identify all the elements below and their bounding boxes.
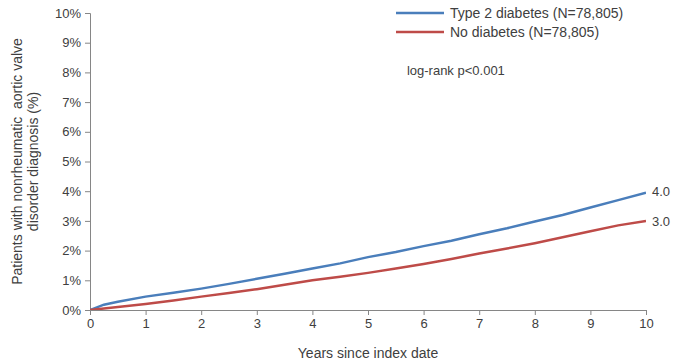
tick-label: 8 xyxy=(532,316,539,331)
series-group xyxy=(90,193,646,310)
tick-mark xyxy=(257,310,258,315)
tick: 7 xyxy=(476,310,483,331)
annotation: log-rank p<0.001 xyxy=(407,63,505,78)
y-axis-title-line: disorder diagnosis (%) xyxy=(25,92,41,231)
tick: 9% xyxy=(62,35,90,50)
axis-line xyxy=(91,311,647,316)
tick-label: 8% xyxy=(62,65,81,80)
tick-label: 3% xyxy=(62,214,81,229)
tick-label: 9% xyxy=(62,35,81,50)
tick-label: 0 xyxy=(87,316,94,331)
tick: 10 xyxy=(639,310,653,331)
tick: 0 xyxy=(87,310,94,331)
tick-mark xyxy=(85,132,90,133)
tick-label: 9 xyxy=(587,316,594,331)
tick-mark xyxy=(85,251,90,252)
tick: 10% xyxy=(55,6,90,21)
tick-mark xyxy=(85,43,90,44)
y-axis: 0% 1% 2% 3% 4% 5% 6% 7% 8% 9% 10% xyxy=(55,6,91,318)
tick-label: 5% xyxy=(62,154,81,169)
tick: 4% xyxy=(62,184,90,199)
tick: 1 xyxy=(142,310,149,331)
tick-mark xyxy=(85,280,90,281)
tick-mark xyxy=(85,162,90,163)
tick: 1% xyxy=(62,273,90,288)
tick-label: 2% xyxy=(62,243,81,258)
tick-label: 7% xyxy=(62,95,81,110)
tick: 5 xyxy=(365,310,372,331)
tick: 3% xyxy=(62,214,90,229)
legend-entry: No diabetes (N=78,805) xyxy=(396,24,599,40)
axis-line xyxy=(85,14,91,311)
plot: 0 1 2 3 4 5 6 7 8 9 10 0% 1% 2% 3% 4% 5% 6% 7% 8% 9% 10% Type … xyxy=(55,5,670,331)
tick: 4 xyxy=(309,310,316,331)
tick-mark xyxy=(146,310,147,315)
legend: Type 2 diabetes (N=78,805) No diabetes (N… xyxy=(396,5,623,40)
tick: 9 xyxy=(587,310,594,331)
tick: 6% xyxy=(62,124,90,139)
tick-label: 10 xyxy=(639,316,653,331)
tick-label: 4 xyxy=(309,316,316,331)
tick-mark xyxy=(646,310,647,315)
tick-label: 6 xyxy=(420,316,427,331)
tick-label: 1 xyxy=(142,316,149,331)
x-axis-title: Years since index date xyxy=(298,345,439,361)
tick-label: 0% xyxy=(62,303,81,318)
tick-label: 2 xyxy=(198,316,205,331)
annotation: 4.0 xyxy=(652,184,670,199)
tick-mark xyxy=(424,310,425,315)
tick-label: 10% xyxy=(55,6,81,21)
tick-mark xyxy=(201,310,202,315)
series-line xyxy=(90,221,646,310)
tick: 6 xyxy=(420,310,427,331)
tick-mark xyxy=(85,310,90,311)
tick: 0% xyxy=(62,303,90,318)
tick-mark xyxy=(85,191,90,192)
annotation: 3.0 xyxy=(652,214,670,229)
x-axis: 0 1 2 3 4 5 6 7 8 9 10 xyxy=(87,310,654,331)
tick: 7% xyxy=(62,95,90,110)
tick-mark xyxy=(85,221,90,222)
y-axis-title-line: Patients with nonrheumatic aortic valve xyxy=(9,38,25,285)
tick-mark xyxy=(85,13,90,14)
tick: 8 xyxy=(532,310,539,331)
series-line xyxy=(90,193,646,310)
tick-label: 4% xyxy=(62,184,81,199)
tick-mark xyxy=(590,310,591,315)
tick: 8% xyxy=(62,65,90,80)
tick-mark xyxy=(85,102,90,103)
tick-mark xyxy=(479,310,480,315)
legend-label: Type 2 diabetes (N=78,805) xyxy=(450,5,623,21)
chart: 0 1 2 3 4 5 6 7 8 9 10 0% 1% 2% 3% 4% 5% 6% 7% 8% 9% 10% Type … xyxy=(0,0,674,362)
y-axis-title: Patients with nonrheumatic aortic valved… xyxy=(9,38,41,285)
legend-entry: Type 2 diabetes (N=78,805) xyxy=(396,5,623,21)
tick-label: 6% xyxy=(62,124,81,139)
tick-label: 1% xyxy=(62,273,81,288)
tick: 3 xyxy=(254,310,261,331)
tick-mark xyxy=(535,310,536,315)
legend-swatch xyxy=(396,31,444,34)
legend-label: No diabetes (N=78,805) xyxy=(450,24,599,40)
tick-label: 7 xyxy=(476,316,483,331)
tick: 2 xyxy=(198,310,205,331)
tick-mark xyxy=(85,72,90,73)
tick-label: 3 xyxy=(254,316,261,331)
tick: 2% xyxy=(62,243,90,258)
legend-swatch xyxy=(396,12,444,15)
tick: 5% xyxy=(62,154,90,169)
tick-mark xyxy=(368,310,369,315)
tick-mark xyxy=(312,310,313,315)
tick-label: 5 xyxy=(365,316,372,331)
